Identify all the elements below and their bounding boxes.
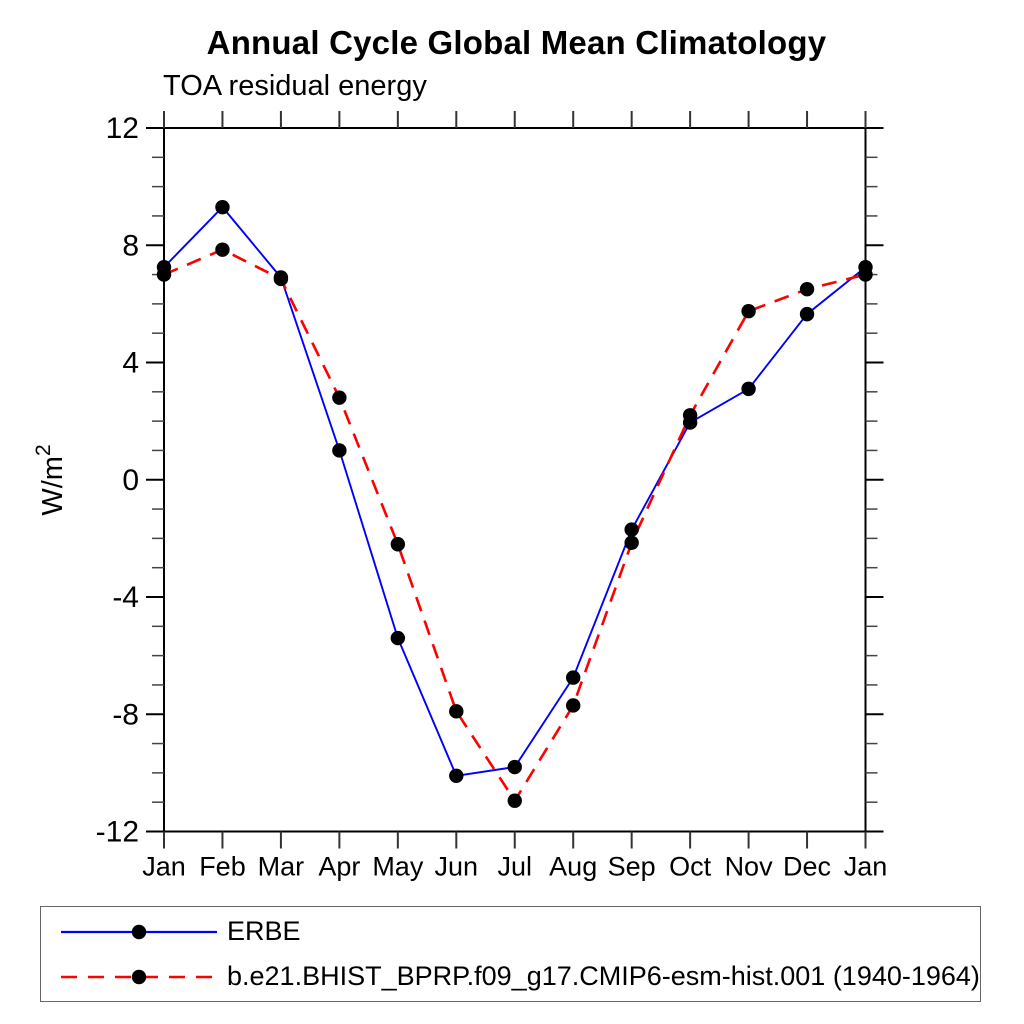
x-tick-label: Oct (669, 852, 712, 882)
x-tick-label: Feb (199, 852, 246, 882)
y-minor-ticks (152, 156, 878, 803)
plot-frame (163, 127, 867, 833)
y-axis-title: W/m2 (32, 444, 69, 515)
x-ticks (163, 111, 867, 849)
x-tick-label: Apr (318, 852, 360, 882)
x-tick-label: Nov (725, 852, 774, 882)
legend-box: ERBE b.e21.BHIST_BPRP.f09_g17.CMIP6-esm-… (40, 906, 981, 1002)
x-tick-label: Sep (608, 852, 656, 882)
chart-subtitle: TOA residual energy (163, 70, 427, 102)
y-tick-label: 8 (122, 229, 139, 262)
x-tick-label: Jun (435, 852, 479, 882)
legend-line-sample (61, 969, 217, 984)
x-tick-label: Mar (258, 852, 305, 882)
x-tick-label: Jan (844, 852, 888, 882)
series-line-0 (163, 205, 867, 777)
y-tick-label: -4 (112, 581, 139, 614)
y-tick-label: 12 (106, 112, 139, 145)
chart-title: Annual Cycle Global Mean Climatology (206, 24, 827, 61)
x-tick-label: Jan (142, 852, 186, 882)
series-markers-0 (156, 199, 873, 784)
x-tick-label: Dec (783, 852, 831, 882)
legend-label: ERBE (227, 916, 301, 946)
legend-line-sample (61, 924, 217, 939)
x-tick-label: Jul (497, 852, 532, 882)
y-tick-label: 0 (122, 464, 139, 497)
series-markers-1 (156, 242, 873, 808)
legend-label: b.e21.BHIST_BPRP.f09_g17.CMIP6-esm-hist.… (227, 961, 980, 991)
y-tick-labels: -12 -8 -4 0 4 8 12 (96, 112, 139, 849)
legend-item: b.e21.BHIST_BPRP.f09_g17.CMIP6-esm-hist.… (41, 954, 980, 999)
x-tick-label: May (372, 852, 424, 882)
y-major-ticks (146, 127, 884, 833)
legend-item: ERBE (41, 909, 980, 954)
y-tick-label: 4 (122, 347, 139, 380)
x-tick-labels: Jan Feb Mar Apr May Jun Jul Aug Sep Oct Nov Dec Jan (142, 852, 887, 882)
y-tick-label: -12 (96, 816, 139, 849)
series-line-1 (163, 248, 866, 804)
x-tick-label: Aug (549, 852, 597, 882)
y-tick-label: -8 (112, 698, 139, 731)
